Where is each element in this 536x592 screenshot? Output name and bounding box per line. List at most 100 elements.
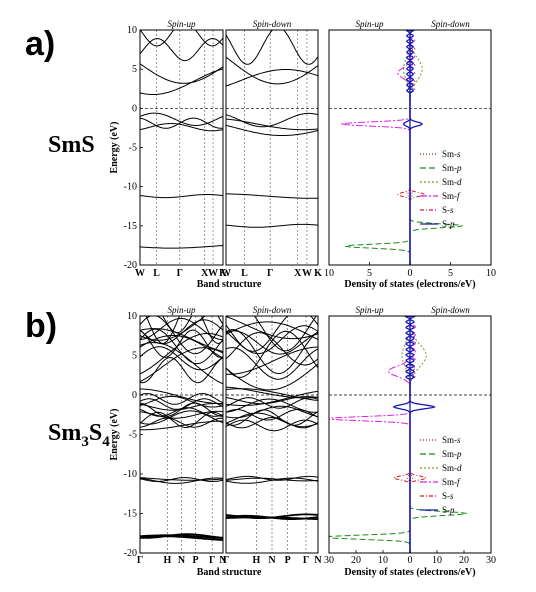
band-line <box>140 533 223 539</box>
band-line <box>226 69 318 87</box>
band-line <box>140 63 223 84</box>
band-line <box>226 30 318 65</box>
kpoint-label: X <box>294 268 302 279</box>
kpoint-label: Γ <box>267 268 273 279</box>
band-line <box>253 316 317 352</box>
panel-tag: a) <box>25 25 55 63</box>
kpoint-label: K <box>219 268 227 279</box>
band-spin-up-plot: Spin-upW L Γ X W K <box>135 19 227 279</box>
band-spin-up-title: Spin-up <box>168 19 196 29</box>
y-tick-label: 5 <box>132 64 137 75</box>
y-tick-label: 10 <box>127 25 137 36</box>
band-line <box>162 316 223 334</box>
kpoint-label: N <box>219 555 227 566</box>
y-tick-label: -10 <box>124 469 137 480</box>
band-line <box>140 194 223 199</box>
band-line <box>140 38 223 62</box>
legend-label: Sm-d <box>442 177 462 187</box>
band-line <box>226 347 318 380</box>
y-tick-label: -15 <box>124 221 137 232</box>
kpoint-label: H <box>252 555 260 566</box>
band-frame <box>225 29 319 266</box>
kpoint-label: L <box>153 268 160 279</box>
kpoint-label: W <box>135 268 145 279</box>
band-line <box>140 477 223 484</box>
dos-spin-up-title: Spin-up <box>356 305 384 315</box>
legend-label: S-s <box>442 491 454 501</box>
band-line <box>226 223 318 228</box>
band-line <box>226 56 318 85</box>
kpoint-label: N <box>314 555 322 566</box>
band-line <box>140 395 223 408</box>
band-line <box>226 417 318 429</box>
band-line <box>140 329 223 358</box>
band-line <box>140 316 206 341</box>
legend-label: Sm-f <box>442 191 461 201</box>
band-spin-down-title: Spin-down <box>253 19 292 29</box>
kpoint-label: N <box>178 555 186 566</box>
band-line <box>226 390 318 406</box>
kpoint-label: Γ <box>223 555 229 566</box>
band-frame <box>225 315 319 554</box>
band-line <box>140 328 223 352</box>
band-spin-down-title: Spin-down <box>253 305 292 315</box>
dos-x-tick-label: 5 <box>448 268 453 279</box>
band-line <box>226 513 318 519</box>
dos-x-tick-label: 5 <box>367 268 372 279</box>
y-axis-label: Energy (eV) <box>109 122 120 174</box>
dos-x-tick-label: 10 <box>378 555 388 566</box>
band-line <box>226 419 318 432</box>
legend-label: S-s <box>442 205 454 215</box>
band-spin-up-plot: Spin-upΓ H N P Γ N <box>137 305 228 566</box>
band-line <box>226 124 318 136</box>
band-line <box>226 398 318 413</box>
band-line <box>226 112 318 128</box>
band-line <box>140 398 223 410</box>
band-line <box>226 386 318 399</box>
material-label: Sm3S4 <box>48 420 110 450</box>
band-line <box>226 316 318 352</box>
dos-curve <box>392 316 411 553</box>
band-x-axis-label: Band structure <box>197 567 262 578</box>
panel-tag: b) <box>25 307 57 345</box>
legend-label: Sm-s <box>442 149 461 159</box>
y-axis-label: Energy (eV) <box>109 409 120 461</box>
kpoint-label: Γ <box>303 555 309 566</box>
dos-x-tick-label: 10 <box>486 268 496 279</box>
kpoint-label: K <box>314 268 322 279</box>
band-line <box>140 477 223 481</box>
band-line <box>140 410 223 419</box>
kpoint-label: P <box>193 555 199 566</box>
dos-x-tick-label: 20 <box>459 555 469 566</box>
band-line <box>226 316 318 340</box>
dos-x-axis-label: Density of states (electrons/eV) <box>344 279 475 290</box>
legend-label: S-p <box>442 505 455 515</box>
kpoint-label: W <box>221 268 231 279</box>
y-tick-label: -15 <box>124 509 137 520</box>
dos-x-tick-label: 20 <box>351 555 361 566</box>
dos-curve <box>329 316 411 553</box>
band-line <box>226 363 318 391</box>
band-frame <box>139 29 224 266</box>
dos-x-tick-label: 30 <box>486 555 496 566</box>
y-tick-label: -5 <box>129 143 137 154</box>
dos-x-tick-label: 0 <box>408 555 413 566</box>
band-line <box>140 123 223 132</box>
legend-label: Sm-p <box>442 163 462 173</box>
band-line <box>140 112 223 126</box>
band-line <box>140 388 223 404</box>
band-line <box>226 193 318 199</box>
band-line <box>226 412 318 428</box>
y-tick-label: -5 <box>129 430 137 441</box>
legend-label: Sm-f <box>442 477 461 487</box>
band-line <box>140 477 223 482</box>
band-line <box>226 330 318 355</box>
band-line <box>140 68 223 95</box>
dos-x-tick-label: 10 <box>432 555 442 566</box>
kpoint-label: Γ <box>137 555 143 566</box>
dos-plot: Spin-up Spin-down 10 5 0 5 10 Density of states… <box>324 19 496 290</box>
